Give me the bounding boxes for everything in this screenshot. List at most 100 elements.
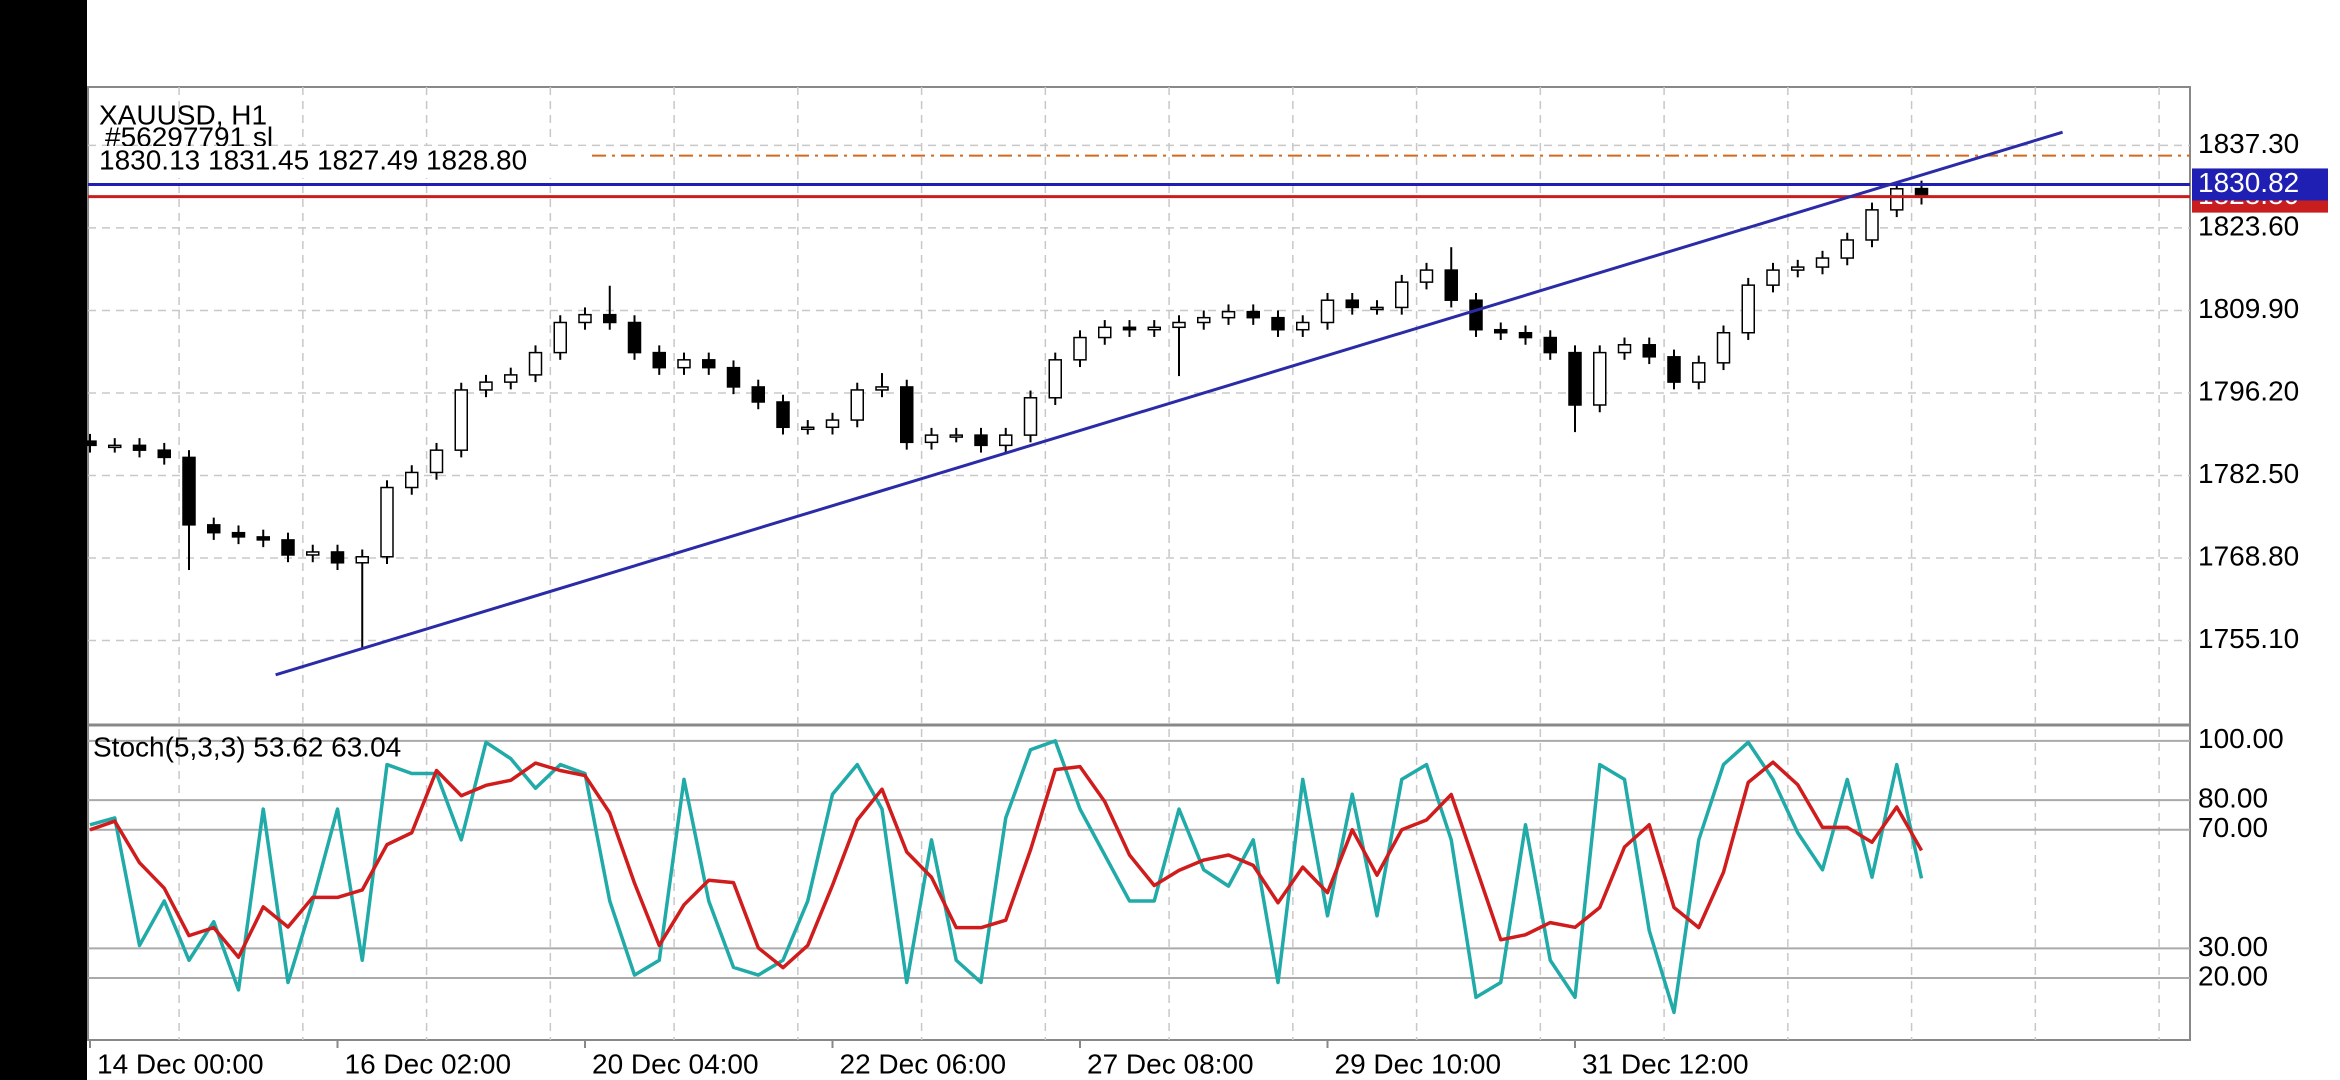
- candle-body: [1320, 299, 1335, 324]
- y-tick-label: 80.00: [2198, 783, 2268, 814]
- candle-body: [677, 359, 691, 369]
- candle-body: [1023, 397, 1038, 436]
- candle-body: [132, 444, 147, 451]
- candle-body: [380, 486, 394, 558]
- candle-body: [182, 456, 196, 526]
- candle-body: [1692, 362, 1706, 383]
- candle-body: [1791, 266, 1805, 271]
- x-tick-label: 16 Dec 02:00: [345, 1048, 512, 1079]
- candle-body: [1098, 326, 1112, 339]
- candle-body: [603, 313, 617, 324]
- indicator-title: Stoch(5,3,3) 53.62 63.04: [93, 731, 401, 762]
- candle-body: [652, 351, 666, 369]
- candle-body: [1221, 310, 1236, 319]
- candle-body: [1890, 188, 1904, 211]
- candle-body: [1494, 328, 1508, 334]
- ohlc-background: [96, 146, 590, 178]
- candle-body: [1840, 239, 1854, 259]
- candle-body: [256, 536, 270, 541]
- candle-body: [702, 359, 716, 369]
- candle-body: [1444, 269, 1458, 301]
- indicator-line: [89, 760, 1924, 970]
- ohlc-text: 1830.13 1831.45 1827.49 1828.80: [99, 144, 527, 175]
- y-tick-label: 1837.30: [2198, 128, 2299, 159]
- candle-body: [330, 551, 345, 564]
- candle-body: [1568, 351, 1582, 406]
- candle-body: [231, 531, 246, 538]
- candle-body: [1296, 321, 1310, 331]
- chart-frame: [87, 86, 2191, 1041]
- y-tick-label: 1809.90: [2198, 293, 2299, 324]
- candle-body: [1667, 356, 1681, 383]
- y-tick-label: 70.00: [2198, 812, 2268, 843]
- trend-line: [275, 130, 2064, 677]
- marks: [83, 130, 2190, 1015]
- candle-body: [875, 386, 889, 391]
- candle-body: [1147, 326, 1161, 331]
- candle-body: [1741, 284, 1755, 334]
- candle-body: [1172, 321, 1186, 329]
- y-tick-label: 20.00: [2198, 960, 2268, 991]
- x-tick-label: 27 Dec 08:00: [1087, 1048, 1254, 1079]
- candle-body: [355, 556, 369, 564]
- candle-body: [504, 374, 518, 383]
- candle-body: [306, 551, 320, 556]
- candle-body: [1395, 281, 1409, 309]
- candle-body: [553, 321, 567, 354]
- candle-body: [1073, 336, 1087, 361]
- candle-body: [900, 386, 914, 444]
- candle-body: [405, 471, 419, 489]
- x-tick-label: 14 Dec 00:00: [97, 1048, 264, 1079]
- side-bar: [0, 0, 87, 1080]
- candle-body: [479, 381, 493, 391]
- candle-body: [1716, 331, 1731, 364]
- candle-body: [1345, 299, 1359, 309]
- candle-body: [1370, 306, 1384, 311]
- price-label: 1830.82: [2198, 167, 2299, 198]
- candle-body: [281, 539, 295, 556]
- candle-body: [454, 389, 468, 451]
- x-tick-label: 29 Dec 10:00: [1335, 1048, 1502, 1079]
- candle-body: [1593, 351, 1607, 406]
- candle-body: [1271, 316, 1285, 331]
- y-tick-label: 1796.20: [2198, 375, 2299, 406]
- x-tick-label: 20 Dec 04:00: [592, 1048, 759, 1079]
- y-tick-label: 1755.10: [2198, 623, 2299, 654]
- candle-body: [1865, 209, 1879, 241]
- chart-title: XAUUSD, H1: [99, 99, 267, 130]
- y-tick-label: 1823.60: [2198, 210, 2299, 241]
- candle-body: [157, 449, 171, 459]
- labels: XAUUSD, H1 #56297791 sl 1830.13 1831.45 …: [89, 99, 2328, 1079]
- candle-body: [1469, 299, 1483, 331]
- candle-body: [974, 434, 988, 447]
- grid: [88, 87, 2190, 1040]
- y-tick-label: 1768.80: [2198, 540, 2299, 571]
- candle-body: [1642, 344, 1656, 358]
- y-tick-label: 1782.50: [2198, 458, 2299, 489]
- candle-body: [1815, 257, 1830, 268]
- candle-body: [1197, 316, 1211, 324]
- candle-body: [627, 321, 642, 354]
- candle-body: [207, 524, 221, 534]
- candle-body: [850, 389, 864, 421]
- candle-body: [83, 440, 97, 447]
- candle-body: [726, 366, 741, 388]
- y-tick-label: 100.00: [2198, 723, 2284, 754]
- candle-body: [1766, 269, 1780, 286]
- candle-body: [1419, 269, 1434, 283]
- indicator-line: [89, 739, 1924, 1015]
- candle-body: [1543, 336, 1557, 354]
- candle-body: [1122, 326, 1137, 331]
- candle-body: [776, 401, 790, 429]
- candle-body: [429, 449, 444, 474]
- price-label-box: [2192, 168, 2328, 201]
- candle-body: [108, 444, 122, 449]
- candle-body: [1048, 359, 1062, 399]
- candle-body: [999, 434, 1013, 447]
- candle-body: [801, 426, 815, 431]
- candle-body: [751, 386, 765, 403]
- candle-body: [949, 434, 963, 438]
- candle-body: [924, 434, 939, 444]
